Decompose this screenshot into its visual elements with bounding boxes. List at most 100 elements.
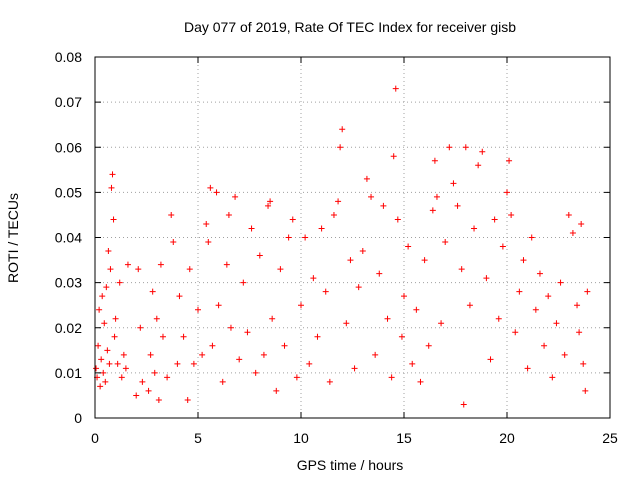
data-point (184, 396, 191, 403)
y-tick-label: 0.05 (55, 184, 82, 200)
data-point (438, 320, 445, 327)
y-tick-label: 0.07 (55, 94, 82, 110)
data-point (244, 329, 251, 336)
data-point (151, 369, 158, 376)
data-point (466, 302, 473, 309)
data-point (180, 333, 187, 340)
data-point (516, 288, 523, 295)
data-point (372, 351, 379, 358)
data-point (471, 225, 478, 232)
data-point (388, 374, 395, 381)
data-point (580, 360, 587, 367)
data-point (277, 266, 284, 273)
data-point (302, 234, 309, 241)
data-point (174, 360, 181, 367)
data-point (240, 279, 247, 286)
data-point (582, 387, 589, 394)
data-point (532, 306, 539, 313)
data-point (462, 144, 469, 151)
data-point (219, 378, 226, 385)
data-point (322, 288, 329, 295)
data-point (99, 293, 106, 300)
data-point (112, 315, 119, 322)
data-point (135, 266, 142, 273)
data-point (508, 211, 515, 218)
data-point (390, 153, 397, 160)
data-point (289, 216, 296, 223)
data-point (101, 320, 108, 327)
data-point (310, 275, 317, 282)
data-point (108, 184, 115, 191)
data-point (149, 288, 156, 295)
data-point (355, 284, 362, 291)
data-point (116, 279, 123, 286)
data-point (392, 85, 399, 92)
y-tick-label: 0.06 (55, 139, 82, 155)
data-point (176, 293, 183, 300)
data-point (574, 302, 581, 309)
data-point (104, 347, 111, 354)
x-tick-label: 15 (396, 430, 412, 446)
y-tick-label: 0.08 (55, 49, 82, 65)
data-point (106, 360, 113, 367)
data-point (504, 189, 510, 196)
data-point (96, 306, 103, 313)
data-point (248, 225, 255, 232)
data-point (225, 211, 232, 218)
data-point (431, 157, 438, 164)
data-point (155, 396, 162, 403)
data-point (98, 356, 105, 363)
data-point (298, 302, 304, 309)
data-point (433, 193, 440, 200)
data-point (209, 342, 216, 349)
data-point (483, 275, 490, 282)
data-point (495, 315, 502, 322)
data-point (186, 266, 193, 273)
data-point (168, 211, 175, 218)
data-point (236, 356, 243, 363)
data-point (442, 239, 449, 246)
data-point (285, 234, 292, 241)
data-point (343, 320, 350, 327)
data-point (318, 225, 325, 232)
x-tick-label: 25 (602, 430, 618, 446)
data-point (417, 378, 424, 385)
data-point (541, 342, 548, 349)
data-point (111, 333, 118, 340)
data-point (293, 374, 300, 381)
data-points (93, 85, 591, 408)
data-point (114, 360, 121, 367)
data-point (103, 284, 110, 291)
data-point (337, 144, 344, 151)
data-point (215, 302, 222, 309)
data-point (145, 387, 152, 394)
data-point (512, 329, 519, 336)
data-point (561, 351, 568, 358)
data-point (157, 261, 164, 268)
data-point (565, 211, 572, 218)
data-point (139, 378, 146, 385)
y-tick-label: 0 (74, 410, 82, 426)
data-point (159, 333, 166, 340)
grid (95, 57, 610, 418)
data-point (195, 306, 201, 313)
data-point (252, 369, 259, 376)
data-point (398, 333, 405, 340)
data-point (118, 374, 125, 381)
data-point (584, 288, 591, 295)
data-point (553, 320, 560, 327)
data-point (413, 306, 420, 313)
data-point (380, 202, 387, 209)
data-point (260, 351, 267, 358)
data-point (401, 293, 407, 300)
data-point (351, 365, 358, 372)
data-point (363, 175, 370, 182)
x-axis-label: GPS time / hours (297, 457, 404, 473)
data-point (545, 293, 552, 300)
data-point (458, 266, 465, 273)
data-point (107, 266, 114, 273)
data-point (120, 351, 127, 358)
y-tick-label: 0.03 (55, 275, 82, 291)
data-point (576, 329, 583, 336)
